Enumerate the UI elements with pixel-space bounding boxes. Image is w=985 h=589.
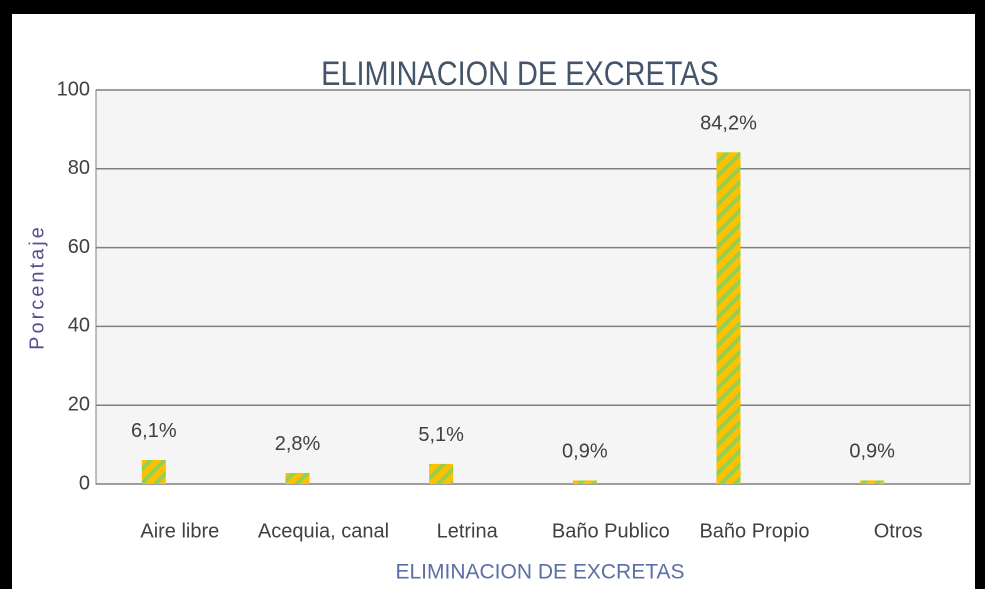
y-tick-label: 100 bbox=[57, 78, 90, 100]
chart-title: ELIMINACION DE EXCRETAS bbox=[321, 54, 719, 93]
x-axis-label: ELIMINACION DE EXCRETAS bbox=[396, 561, 685, 584]
bar bbox=[860, 480, 885, 484]
data-label: 0,9% bbox=[849, 441, 895, 463]
y-tick-label: 60 bbox=[68, 236, 90, 258]
data-label: 6,1% bbox=[131, 420, 177, 442]
bar bbox=[285, 472, 310, 484]
x-tick-label: Aire libre bbox=[140, 520, 219, 542]
x-tick-label: Baño Publico bbox=[552, 520, 670, 542]
y-tick-label: 20 bbox=[68, 393, 90, 415]
data-label: 5,1% bbox=[418, 424, 464, 446]
x-tick-label: Baño Propio bbox=[699, 520, 809, 542]
bar bbox=[572, 480, 597, 484]
data-label: 2,8% bbox=[275, 433, 321, 455]
plot-area bbox=[95, 89, 971, 485]
data-label: 0,9% bbox=[562, 441, 608, 463]
bar bbox=[429, 463, 454, 484]
x-tick-label: Letrina bbox=[437, 520, 499, 542]
y-tick-label: 0 bbox=[79, 472, 90, 494]
y-axis-label: Porcentaje bbox=[26, 224, 48, 350]
data-label: 84,2% bbox=[700, 113, 757, 135]
x-tick-label: Otros bbox=[874, 520, 923, 542]
y-tick-label: 40 bbox=[68, 315, 90, 337]
bar bbox=[141, 459, 166, 484]
bar bbox=[716, 152, 741, 484]
x-tick-label: Acequia, canal bbox=[258, 520, 389, 542]
y-tick-label: 80 bbox=[68, 157, 90, 179]
